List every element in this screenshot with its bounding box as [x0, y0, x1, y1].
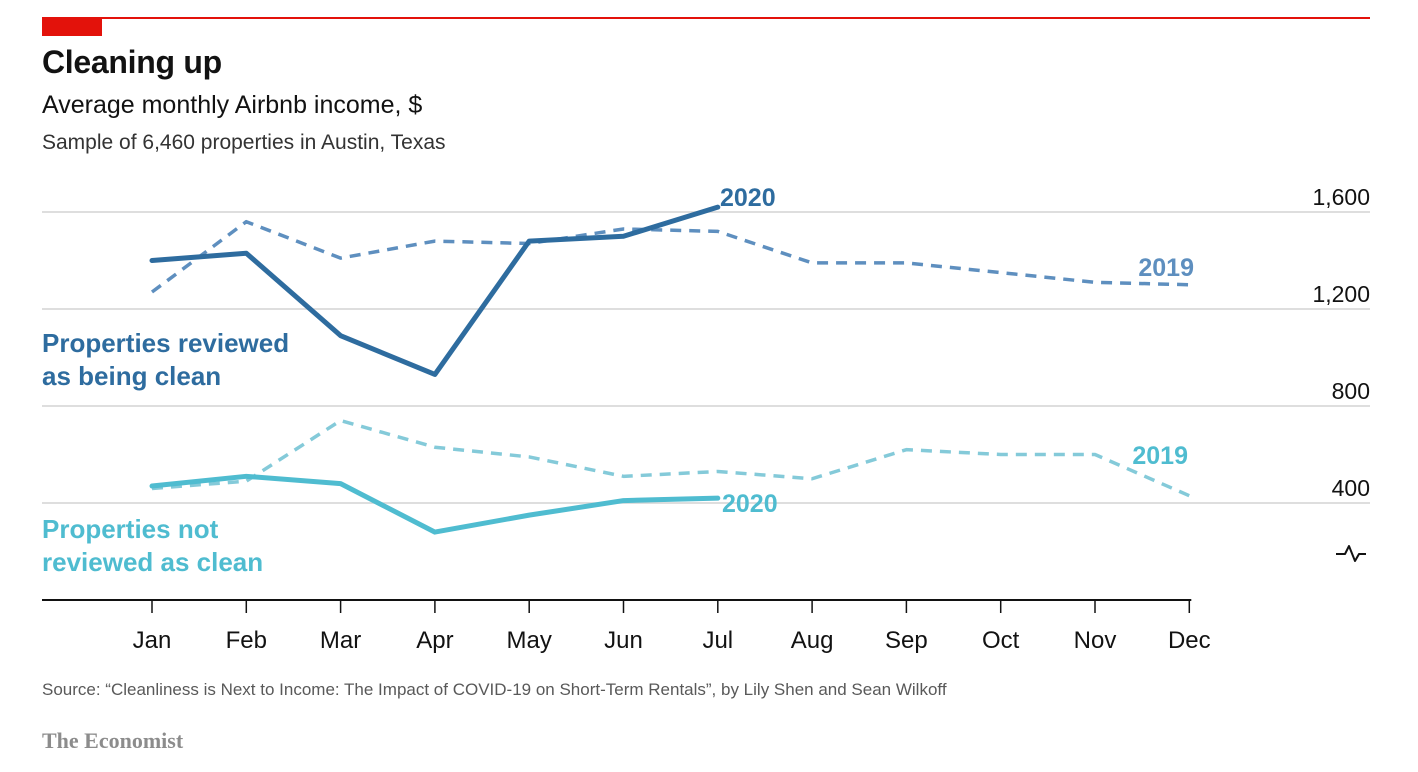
- y-tick-label: 800: [1332, 378, 1370, 404]
- chart-subtitle: Average monthly Airbnb income, $: [42, 91, 423, 119]
- series-label-2019: 2019: [1138, 254, 1194, 282]
- chart-title: Cleaning up: [42, 44, 222, 80]
- x-tick-label: Jun: [604, 627, 643, 654]
- group-label-reviewed-clean: Properties reviewed: [42, 328, 289, 358]
- x-tick-label: May: [507, 627, 552, 654]
- y-tick-label: 400: [1332, 475, 1370, 501]
- x-tick-label: Nov: [1074, 627, 1117, 654]
- y-tick-label: 1,600: [1312, 184, 1370, 210]
- x-tick-label: Sep: [885, 627, 928, 654]
- series-label-2019: 2019: [1132, 442, 1188, 470]
- series-line-2019: [150, 219, 1190, 294]
- x-tick-label: Jul: [702, 627, 733, 654]
- y-tick-label: 1,200: [1312, 281, 1370, 307]
- series-label-2020: 2020: [722, 490, 778, 518]
- series-label-2020: 2020: [720, 184, 776, 212]
- brand-logo: The Economist: [42, 728, 184, 753]
- red-tag: [42, 17, 102, 36]
- x-tick-label: Aug: [791, 627, 834, 654]
- top-rule: [42, 17, 1370, 19]
- x-tick-label: Apr: [416, 627, 453, 654]
- chart-note: Sample of 6,460 properties in Austin, Te…: [42, 131, 446, 154]
- axis-layer: Jan Feb Mar Apr May Jun Jul Aug Sep Oct Nov Dec: [42, 545, 1366, 654]
- x-tick-label: Jan: [133, 627, 172, 654]
- series-line-2020: [149, 204, 721, 377]
- line-chart: 400 800 1,200 1,600 2020 2019 2019 2020 Propert…: [42, 184, 1370, 654]
- series-line-2020: [149, 473, 721, 535]
- group-label-not-reviewed-clean: reviewed as clean: [42, 547, 263, 577]
- x-tick-label: Feb: [226, 627, 267, 654]
- x-tick-label: Mar: [320, 627, 361, 654]
- x-tick-label: Dec: [1168, 627, 1211, 654]
- x-tick-label: Oct: [982, 627, 1020, 654]
- source-note: Source: “Cleanliness is Next to Income: …: [42, 680, 947, 699]
- group-label-not-reviewed-clean: Properties not: [42, 514, 219, 544]
- series-line-2019: [151, 418, 1191, 498]
- group-label-reviewed-clean: as being clean: [42, 361, 221, 391]
- axis-break-icon: [1336, 545, 1366, 562]
- series-layer: [149, 204, 1191, 535]
